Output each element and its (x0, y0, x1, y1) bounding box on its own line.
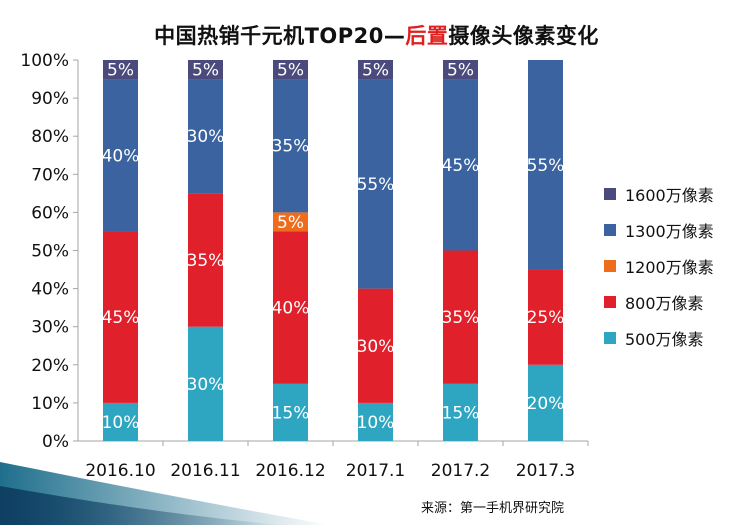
data-label: 5% (447, 61, 474, 81)
data-label: 5% (107, 61, 134, 81)
y-tick-label: 80% (31, 127, 69, 147)
x-tick-label: 2017.1 (346, 461, 405, 481)
chart-title: 中国热销千元机TOP20—后置摄像头像素变化 (0, 20, 753, 50)
legend-swatch (604, 332, 616, 344)
bar-segment (188, 79, 223, 194)
data-label: 35% (187, 251, 225, 271)
bar-segment (273, 79, 308, 213)
data-label: 25% (527, 308, 565, 328)
y-tick-label: 10% (31, 394, 69, 414)
data-label: 10% (357, 413, 395, 433)
y-tick-label: 90% (31, 89, 69, 109)
legend-item: 500万像素 (604, 320, 753, 356)
y-tick-label: 20% (31, 356, 69, 376)
data-label: 5% (192, 61, 219, 81)
chart-legend: 1600万像素 1300万像素 1200万像素 800万像素 500万像素 (604, 176, 753, 356)
bar-segment (443, 250, 478, 384)
legend-label: 800万像素 (625, 294, 704, 313)
bar-segment (358, 60, 393, 80)
x-tick-label: 2016.11 (170, 461, 240, 481)
data-label: 5% (362, 61, 389, 81)
legend-swatch (604, 296, 616, 308)
legend-item: 1600万像素 (604, 176, 753, 212)
data-label: 40% (272, 299, 310, 319)
x-tick-label: 2017.3 (516, 461, 575, 481)
y-tick-label: 50% (31, 242, 69, 262)
bar-segment (358, 288, 393, 403)
data-label: 35% (442, 308, 480, 328)
legend-swatch (604, 260, 616, 272)
x-tick-label: 2017.2 (431, 461, 490, 481)
legend-swatch (604, 188, 616, 200)
bar-segment (273, 212, 308, 232)
bar-segment (358, 402, 393, 441)
legend-label: 500万像素 (625, 330, 704, 349)
data-label: 45% (442, 156, 480, 176)
x-tick-label: 2016.12 (255, 461, 325, 481)
bar-segment (103, 79, 138, 232)
bar-segment (103, 60, 138, 80)
legend-item: 1200万像素 (604, 248, 753, 284)
data-label: 15% (272, 403, 310, 423)
legend-item: 800万像素 (604, 284, 753, 320)
bar-segment (528, 269, 563, 365)
bar-segment (188, 326, 223, 441)
data-label: 15% (442, 403, 480, 423)
bar-segment (103, 402, 138, 441)
y-tick-label: 70% (31, 165, 69, 185)
bar-segment (528, 60, 563, 270)
bar-segment (358, 79, 393, 289)
data-label: 55% (357, 175, 395, 195)
legend-label: 1300万像素 (625, 222, 714, 241)
bar-segment (188, 60, 223, 80)
data-label: 30% (357, 337, 395, 357)
title-part-3: 摄像头像素变化 (448, 24, 599, 48)
y-tick-label: 100% (20, 51, 69, 71)
source-note: 来源：第一手机界研究院 (421, 501, 565, 516)
data-label: 30% (187, 375, 225, 395)
bar-segment (273, 60, 308, 80)
legend-label: 1600万像素 (625, 186, 714, 205)
y-tick-label: 40% (31, 280, 69, 300)
bar-segment (273, 383, 308, 441)
bar-segment (443, 79, 478, 251)
y-tick-label: 30% (31, 318, 69, 338)
title-part-1: 中国热销千元机TOP20— (154, 24, 406, 48)
bar-segment (273, 231, 308, 384)
bar-segment (443, 383, 478, 441)
y-tick-label: 60% (31, 203, 69, 223)
x-tick-label: 2016.10 (85, 461, 155, 481)
data-label: 5% (277, 61, 304, 81)
data-label: 5% (277, 213, 304, 233)
legend-swatch (604, 224, 616, 236)
data-label: 30% (187, 127, 225, 147)
y-tick-label: 0% (42, 432, 69, 452)
legend-item: 1300万像素 (604, 212, 753, 248)
data-label: 10% (102, 413, 140, 433)
bar-segment (188, 193, 223, 327)
title-highlight: 后置 (405, 24, 449, 48)
data-label: 35% (272, 137, 310, 157)
data-label: 40% (102, 146, 140, 166)
legend-label: 1200万像素 (625, 258, 714, 277)
data-label: 55% (527, 156, 565, 176)
bar-segment (443, 60, 478, 80)
bar-segment (103, 231, 138, 403)
data-label: 45% (102, 308, 140, 328)
data-label: 20% (527, 394, 565, 414)
bar-segment (528, 364, 563, 441)
decorative-swoosh (0, 462, 330, 525)
